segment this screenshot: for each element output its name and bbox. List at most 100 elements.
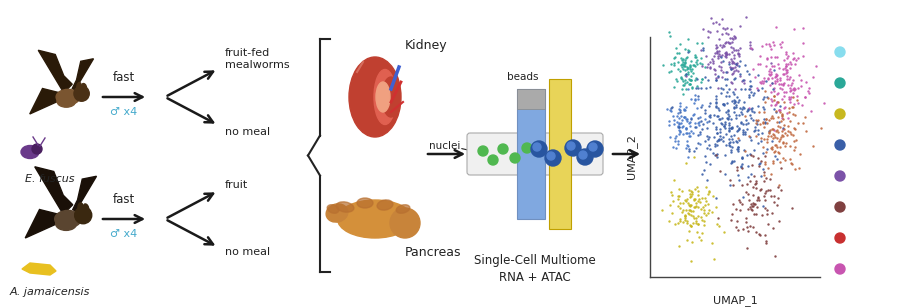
- Point: [725, 125, 740, 130]
- Text: fruit-fed
mealworms: fruit-fed mealworms: [225, 48, 290, 70]
- Point: [749, 185, 763, 190]
- Point: [690, 115, 705, 120]
- Point: [720, 51, 734, 56]
- Text: ♂ x4: ♂ x4: [111, 107, 138, 117]
- Point: [724, 66, 739, 71]
- Point: [698, 110, 713, 115]
- Point: [724, 148, 738, 153]
- Point: [753, 174, 768, 179]
- Point: [678, 78, 692, 83]
- Point: [724, 161, 739, 165]
- Point: [744, 46, 759, 51]
- Point: [680, 138, 694, 143]
- Point: [729, 207, 743, 212]
- Ellipse shape: [84, 204, 88, 211]
- Point: [689, 62, 704, 67]
- Point: [778, 144, 792, 149]
- Point: [685, 84, 699, 89]
- Point: [708, 101, 723, 106]
- Point: [748, 124, 762, 129]
- Point: [693, 115, 707, 119]
- Point: [719, 83, 733, 87]
- Point: [770, 76, 784, 81]
- Point: [778, 104, 793, 109]
- Ellipse shape: [326, 204, 348, 222]
- Point: [742, 43, 757, 48]
- Point: [776, 66, 790, 71]
- Point: [688, 204, 703, 209]
- Point: [763, 146, 778, 151]
- Point: [762, 118, 777, 122]
- Point: [773, 109, 788, 114]
- Point: [778, 157, 793, 162]
- Point: [744, 202, 759, 207]
- Point: [770, 185, 785, 190]
- Point: [678, 114, 692, 119]
- FancyBboxPatch shape: [467, 133, 603, 175]
- Circle shape: [579, 151, 587, 159]
- Point: [736, 129, 751, 134]
- Point: [776, 116, 790, 121]
- Point: [785, 205, 799, 210]
- Point: [753, 138, 768, 143]
- Point: [687, 111, 701, 116]
- Point: [761, 75, 776, 80]
- Point: [709, 152, 724, 157]
- Point: [680, 126, 694, 131]
- Point: [712, 49, 726, 54]
- Point: [741, 108, 755, 113]
- Point: [780, 115, 795, 120]
- Point: [680, 200, 695, 205]
- Point: [695, 231, 709, 235]
- Point: [747, 173, 761, 178]
- Point: [772, 107, 787, 112]
- Point: [741, 120, 755, 125]
- Point: [709, 46, 724, 51]
- Point: [683, 208, 698, 213]
- Point: [746, 204, 760, 208]
- Point: [784, 161, 798, 166]
- Point: [685, 190, 699, 195]
- Point: [683, 222, 698, 227]
- Point: [777, 93, 791, 98]
- Point: [743, 153, 758, 157]
- Point: [680, 55, 694, 60]
- Point: [796, 121, 810, 126]
- Point: [689, 146, 704, 150]
- Point: [753, 121, 768, 126]
- Point: [744, 116, 759, 121]
- Point: [719, 52, 733, 57]
- Point: [731, 135, 745, 140]
- Point: [698, 208, 712, 212]
- Point: [725, 65, 740, 70]
- Point: [709, 124, 724, 129]
- Point: [720, 100, 734, 105]
- Point: [672, 103, 687, 108]
- Text: no meal: no meal: [225, 127, 270, 137]
- Point: [671, 139, 686, 144]
- Point: [724, 49, 739, 54]
- Point: [717, 43, 732, 48]
- Point: [783, 89, 797, 94]
- Point: [703, 30, 717, 35]
- Point: [682, 146, 697, 151]
- Point: [730, 60, 744, 65]
- Point: [763, 83, 778, 87]
- Point: [691, 120, 706, 125]
- Point: [766, 161, 780, 166]
- Point: [767, 43, 781, 48]
- Point: [678, 108, 692, 113]
- Point: [733, 199, 747, 204]
- Point: [722, 141, 736, 146]
- Point: [734, 155, 749, 160]
- Point: [726, 159, 741, 164]
- Point: [680, 143, 694, 148]
- Point: [746, 192, 760, 197]
- Point: [687, 155, 701, 160]
- Point: [763, 73, 778, 78]
- Point: [724, 137, 739, 142]
- Point: [697, 122, 711, 127]
- Point: [727, 77, 742, 82]
- Point: [752, 198, 766, 203]
- Point: [759, 41, 773, 46]
